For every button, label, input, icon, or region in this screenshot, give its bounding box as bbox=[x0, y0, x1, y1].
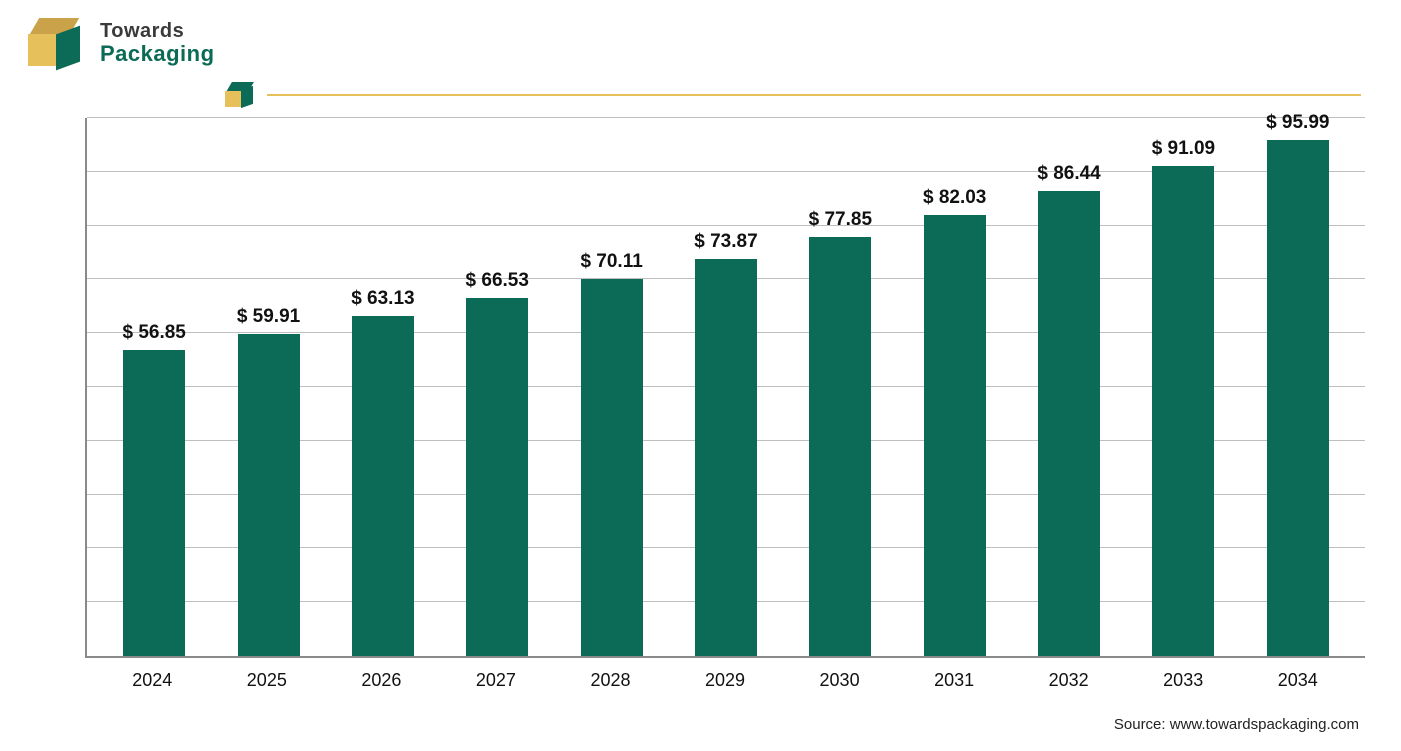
bars-container: $ 56.85 $ 59.91 $ 63.13 $ 66.53 $ 70.11 $ 73.… bbox=[87, 118, 1365, 656]
bar: $ 59.91 bbox=[238, 334, 300, 656]
bar-slot: $ 63.13 bbox=[326, 118, 440, 656]
bar-slot: $ 86.44 bbox=[1012, 118, 1126, 656]
bar-slot: $ 95.99 bbox=[1241, 118, 1355, 656]
plot-area: $ 56.85 $ 59.91 $ 63.13 $ 66.53 $ 70.11 $ 73.… bbox=[85, 118, 1365, 658]
bar: $ 91.09 bbox=[1152, 166, 1214, 656]
bar-value-label: $ 82.03 bbox=[923, 187, 986, 209]
x-tick-label: 2027 bbox=[439, 662, 554, 691]
bar-value-label: $ 56.85 bbox=[122, 322, 185, 344]
x-tick-label: 2033 bbox=[1126, 662, 1241, 691]
x-tick-label: 2025 bbox=[210, 662, 325, 691]
x-tick-label: 2026 bbox=[324, 662, 439, 691]
source-text: Source: www.towardspackaging.com bbox=[1114, 716, 1359, 733]
x-tick-label: 2031 bbox=[897, 662, 1012, 691]
brand-logo-text: Towards Packaging bbox=[100, 21, 215, 65]
bar-value-label: $ 77.85 bbox=[809, 209, 872, 231]
bar: $ 56.85 bbox=[123, 350, 185, 656]
brand-line2: Packaging bbox=[100, 42, 215, 65]
bar-value-label: $ 91.09 bbox=[1152, 138, 1215, 160]
x-tick-label: 2032 bbox=[1011, 662, 1126, 691]
accent-logo-icon bbox=[225, 82, 259, 108]
x-tick-label: 2024 bbox=[95, 662, 210, 691]
bar-slot: $ 59.91 bbox=[211, 118, 325, 656]
bar-value-label: $ 70.11 bbox=[580, 251, 642, 273]
accent-rule-line bbox=[267, 94, 1361, 96]
bar-value-label: $ 59.91 bbox=[237, 306, 300, 328]
brand-line1: Towards bbox=[100, 21, 215, 42]
bar-slot: $ 56.85 bbox=[97, 118, 211, 656]
bar: $ 70.11 bbox=[581, 279, 643, 656]
bar: $ 63.13 bbox=[352, 316, 414, 656]
bar-value-label: $ 86.44 bbox=[1037, 163, 1100, 185]
brand-logo-icon bbox=[28, 18, 88, 68]
bar-value-label: $ 66.53 bbox=[466, 270, 529, 292]
bar-slot: $ 73.87 bbox=[669, 118, 783, 656]
bar-slot: $ 91.09 bbox=[1126, 118, 1240, 656]
accent-rule-row bbox=[225, 82, 1361, 108]
bar-value-label: $ 73.87 bbox=[694, 231, 757, 253]
x-tick-label: 2030 bbox=[782, 662, 897, 691]
bar: $ 77.85 bbox=[809, 237, 871, 656]
bar: $ 82.03 bbox=[924, 215, 986, 656]
bar-slot: $ 70.11 bbox=[554, 118, 668, 656]
bar: $ 95.99 bbox=[1267, 140, 1329, 656]
bar-slot: $ 66.53 bbox=[440, 118, 554, 656]
bar-value-label: $ 63.13 bbox=[351, 288, 414, 310]
bar: $ 86.44 bbox=[1038, 191, 1100, 656]
chart-area: $ 56.85 $ 59.91 $ 63.13 $ 66.53 $ 70.11 $ 73.… bbox=[85, 118, 1365, 698]
bar-slot: $ 82.03 bbox=[898, 118, 1012, 656]
brand-logo: Towards Packaging bbox=[28, 18, 215, 68]
bar: $ 73.87 bbox=[695, 259, 757, 656]
x-tick-label: 2028 bbox=[553, 662, 668, 691]
bar: $ 66.53 bbox=[466, 298, 528, 656]
x-tick-label: 2029 bbox=[668, 662, 783, 691]
x-axis: 2024202520262027202820292030203120322033… bbox=[85, 662, 1365, 691]
chart-figure: Towards Packaging $ 56.85$ 59.91$ 63.13$… bbox=[0, 0, 1401, 751]
bar-value-label: $ 95.99 bbox=[1266, 112, 1329, 134]
bar-slot: $ 77.85 bbox=[783, 118, 897, 656]
x-tick-label: 2034 bbox=[1240, 662, 1355, 691]
